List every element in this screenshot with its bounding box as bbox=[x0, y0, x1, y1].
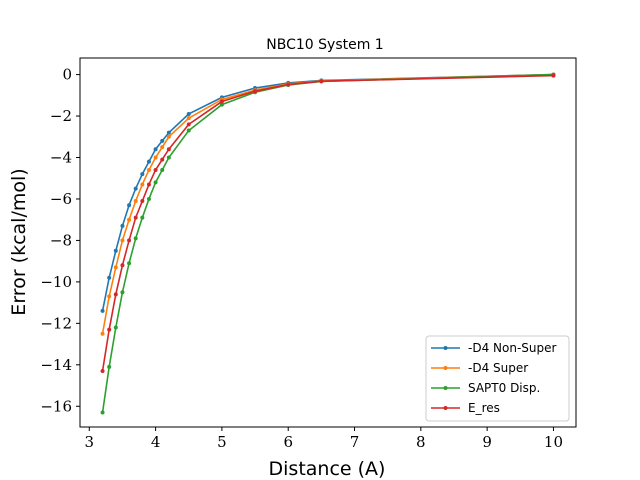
x-tick-label: 4 bbox=[151, 433, 161, 451]
data-point bbox=[146, 159, 151, 164]
data-point bbox=[166, 147, 171, 152]
legend: -D4 Non-Super -D4 Super SAPT0 Disp. E_res bbox=[425, 335, 570, 422]
data-point bbox=[120, 263, 125, 268]
legend-swatch-marker bbox=[443, 406, 448, 410]
data-point bbox=[120, 223, 125, 228]
x-tick-label: 3 bbox=[85, 433, 95, 451]
data-point bbox=[127, 203, 132, 208]
plot-frame bbox=[79, 57, 577, 428]
y-tick-label: −8 bbox=[50, 231, 72, 249]
data-point bbox=[127, 238, 132, 243]
data-point bbox=[166, 155, 171, 160]
data-point bbox=[146, 167, 151, 172]
data-point bbox=[186, 111, 191, 116]
data-point bbox=[133, 186, 138, 191]
legend-label: E_res bbox=[468, 401, 500, 415]
x-tick-label: 6 bbox=[283, 433, 293, 451]
y-axis-label: Error (kcal/mol) bbox=[8, 168, 30, 315]
data-point bbox=[127, 217, 132, 222]
x-tick-label: 7 bbox=[350, 433, 360, 451]
data-point bbox=[133, 236, 138, 241]
data-point bbox=[153, 180, 158, 185]
data-point bbox=[319, 79, 324, 84]
plot-content bbox=[100, 72, 556, 415]
data-point bbox=[120, 238, 125, 243]
data-point bbox=[120, 290, 125, 295]
data-point bbox=[219, 102, 224, 107]
x-axis-ticks: 3 4 5 6 7 8 9 10 bbox=[85, 427, 563, 451]
data-point bbox=[160, 138, 165, 143]
y-tick-label: −14 bbox=[40, 356, 72, 374]
legend-swatch-marker bbox=[443, 386, 448, 390]
data-point bbox=[113, 325, 118, 330]
legend-item: -D4 Non-Super bbox=[431, 341, 556, 355]
series-line bbox=[101, 73, 554, 334]
data-point bbox=[140, 182, 145, 187]
y-tick-label: −16 bbox=[40, 397, 72, 415]
y-tick-label: −12 bbox=[40, 314, 72, 332]
legend-label: SAPT0 Disp. bbox=[468, 381, 540, 395]
data-point bbox=[166, 130, 171, 135]
data-point bbox=[113, 248, 118, 253]
data-point bbox=[113, 292, 118, 297]
data-point bbox=[113, 265, 118, 270]
series-group bbox=[100, 72, 556, 336]
y-tick-label: −2 bbox=[50, 107, 72, 125]
data-point bbox=[253, 89, 258, 94]
data-point bbox=[100, 369, 105, 374]
data-point bbox=[186, 116, 191, 121]
data-point bbox=[160, 167, 165, 172]
data-point bbox=[100, 410, 105, 415]
legend-box bbox=[425, 335, 570, 422]
data-point bbox=[127, 261, 132, 266]
series-group bbox=[100, 72, 556, 313]
data-point bbox=[286, 82, 291, 87]
data-point bbox=[153, 155, 158, 160]
series-line bbox=[101, 73, 554, 312]
x-tick-label: 9 bbox=[482, 433, 492, 451]
data-point bbox=[133, 215, 138, 220]
series-line bbox=[101, 74, 554, 372]
y-axis-ticks: 0 −2 −4 −6 −8 −10 −12 −14 −16 bbox=[40, 66, 80, 415]
data-point bbox=[107, 364, 112, 369]
data-point bbox=[166, 134, 171, 139]
legend-item: SAPT0 Disp. bbox=[431, 381, 540, 395]
legend-swatch-marker bbox=[443, 366, 448, 370]
data-point bbox=[160, 157, 165, 162]
x-tick-label: 10 bbox=[544, 433, 563, 451]
data-point bbox=[146, 182, 151, 187]
data-point bbox=[133, 199, 138, 204]
data-point bbox=[107, 275, 112, 280]
data-point bbox=[100, 308, 105, 313]
data-point bbox=[153, 147, 158, 152]
data-point bbox=[107, 294, 112, 299]
y-tick-label: −4 bbox=[50, 149, 72, 167]
x-axis-label: Distance (A) bbox=[269, 458, 386, 480]
data-point bbox=[551, 73, 556, 78]
data-point bbox=[186, 128, 191, 133]
data-point bbox=[186, 122, 191, 127]
data-point bbox=[140, 215, 145, 220]
y-tick-label: 0 bbox=[62, 66, 72, 84]
legend-item: E_res bbox=[431, 401, 500, 415]
x-tick-label: 5 bbox=[217, 433, 227, 451]
series-group bbox=[100, 73, 556, 374]
data-point bbox=[140, 199, 145, 204]
data-point bbox=[100, 331, 105, 336]
data-point bbox=[160, 145, 165, 150]
legend-item: -D4 Super bbox=[431, 361, 528, 375]
x-tick-label: 8 bbox=[416, 433, 426, 451]
legend-label: -D4 Non-Super bbox=[468, 341, 556, 355]
data-point bbox=[219, 99, 224, 104]
data-point bbox=[153, 167, 158, 172]
legend-label: -D4 Super bbox=[468, 361, 528, 375]
chart-title: NBC10 System 1 bbox=[266, 37, 383, 53]
y-tick-label: −10 bbox=[40, 273, 72, 291]
data-point bbox=[140, 172, 145, 177]
data-point bbox=[107, 327, 112, 332]
legend-swatch-marker bbox=[443, 346, 448, 350]
y-tick-label: −6 bbox=[50, 190, 72, 208]
data-point bbox=[146, 196, 151, 201]
